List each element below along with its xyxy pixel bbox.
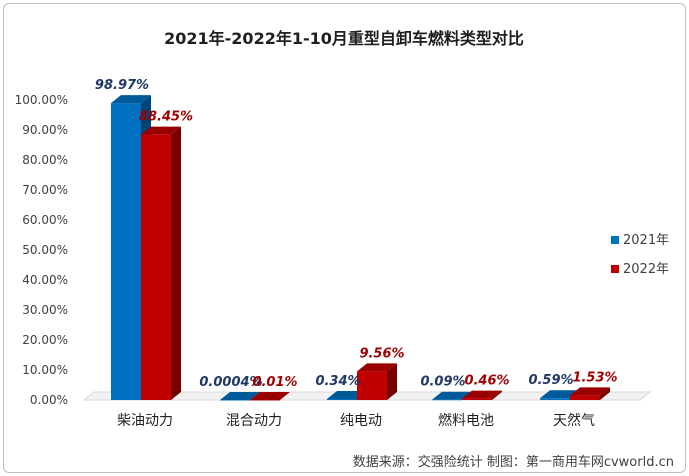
legend-label: 2021年 — [623, 233, 669, 248]
y-tick-label: 70.00% — [22, 183, 68, 197]
bar-2022 — [357, 371, 387, 400]
bar-side — [280, 391, 290, 400]
bar-2021 — [432, 399, 462, 401]
legend-label: 2022年 — [623, 262, 669, 277]
data-label: 0.34% — [315, 374, 360, 389]
category-label: 柴油动力 — [117, 413, 173, 429]
bar-top — [250, 391, 290, 400]
bar-top — [432, 391, 472, 400]
x-axis: 柴油动力 混合动力 纯电动 燃料电池 天然气 — [117, 412, 595, 429]
y-tick-label: 40.00% — [22, 273, 68, 287]
data-label: 0.09% — [420, 375, 465, 390]
bar-top — [220, 391, 260, 400]
bar-2022 — [250, 399, 280, 401]
bar-2021 — [111, 103, 141, 400]
bar-top — [111, 95, 151, 104]
data-label: 0.0004% — [199, 375, 262, 390]
legend: 2021年 2022年 — [611, 233, 669, 277]
data-label: 0.46% — [464, 374, 509, 389]
bar-top — [141, 126, 181, 135]
y-tick-label: 0.00% — [30, 393, 68, 407]
y-axis: 0.00% 10.00% 20.00% 30.00% 40.00% 50.00% 60.00… — [15, 93, 652, 407]
y-tick-label: 100.00% — [15, 93, 68, 107]
data-label: 98.97% — [95, 78, 149, 93]
bar-side — [387, 363, 397, 400]
bar-top — [462, 390, 502, 399]
y-tick-label: 90.00% — [22, 123, 68, 137]
bar-2022 — [141, 134, 171, 400]
bar-2022 — [570, 395, 600, 400]
bar-side — [171, 126, 181, 401]
category-label: 燃料电池 — [438, 412, 494, 429]
data-label: 9.56% — [359, 346, 404, 361]
y-tick-label: 20.00% — [22, 333, 68, 347]
data-labels: 98.97%88.45%0.0004%0.01% 0.34%9.56%0.09%0… — [95, 78, 618, 390]
y-tick-label: 50.00% — [22, 243, 68, 257]
bars — [111, 95, 610, 401]
bar-2022 — [462, 398, 492, 400]
bar-2021 — [327, 398, 357, 400]
data-label: 0.59% — [528, 373, 573, 388]
source-note: 数据来源：交强险统计 制图：第一商用车网cvworld.cn — [353, 454, 674, 470]
y-tick-label: 60.00% — [22, 213, 68, 227]
legend-swatch — [611, 236, 619, 244]
category-label: 纯电动 — [340, 413, 382, 429]
y-tick-label: 30.00% — [22, 303, 68, 317]
category-label: 混合动力 — [226, 413, 282, 429]
data-label: 1.53% — [572, 370, 617, 385]
chart-title: 2021年-2022年1-10月重型自卸车燃料类型对比 — [164, 29, 524, 48]
bar-side — [492, 390, 502, 400]
bar-2021 — [540, 398, 570, 400]
data-label: 0.01% — [252, 375, 297, 390]
bar-2021 — [220, 399, 250, 401]
category-label: 天然气 — [553, 412, 595, 429]
bar-top — [570, 387, 610, 396]
y-tick-label: 10.00% — [22, 363, 68, 377]
y-tick-label: 80.00% — [22, 153, 68, 167]
data-label: 88.45% — [139, 110, 193, 125]
legend-swatch — [611, 265, 619, 273]
bar-top — [357, 363, 397, 372]
bar-side — [600, 387, 610, 400]
